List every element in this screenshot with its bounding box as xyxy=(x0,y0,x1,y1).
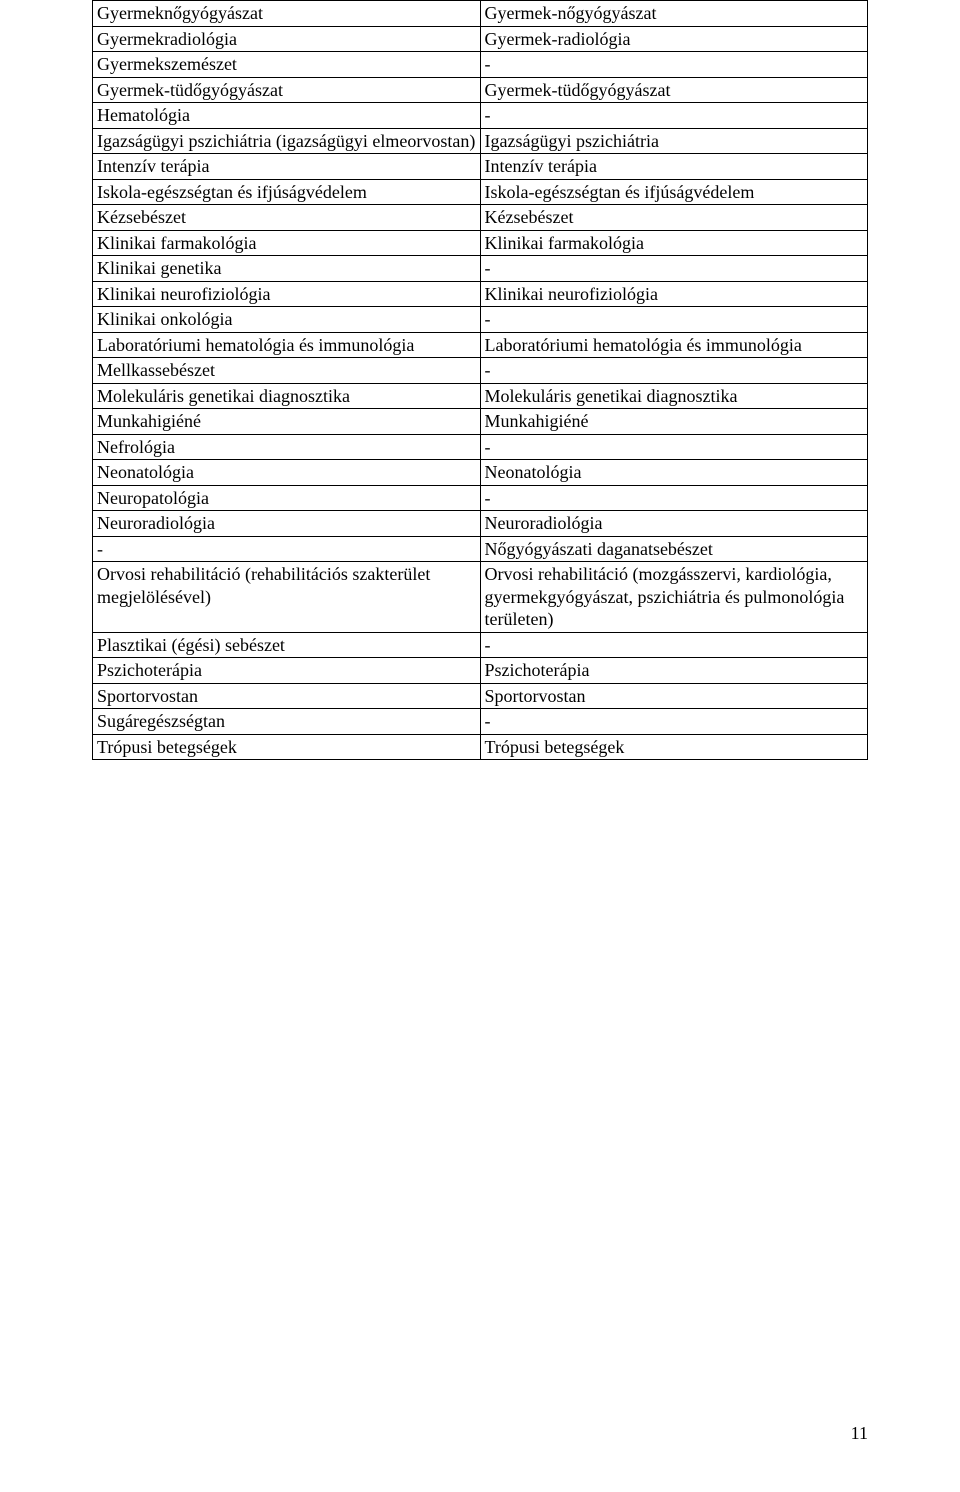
table-cell: Orvosi rehabilitáció (rehabilitációs sza… xyxy=(93,562,481,633)
table-cell: - xyxy=(480,52,868,78)
table-row: Hematológia- xyxy=(93,103,868,129)
table-cell: Gyermek-nőgyógyászat xyxy=(480,1,868,27)
table-cell: Molekuláris genetikai diagnosztika xyxy=(480,383,868,409)
table-row: Laboratóriumi hematológia és immunológia… xyxy=(93,332,868,358)
table-row: PszichoterápiaPszichoterápia xyxy=(93,658,868,684)
table-row: Sugáregészségtan- xyxy=(93,709,868,735)
table-row: Intenzív terápiaIntenzív terápia xyxy=(93,154,868,180)
table-cell: - xyxy=(480,103,868,129)
table-cell: Molekuláris genetikai diagnosztika xyxy=(93,383,481,409)
table-cell: Iskola-egészségtan és ifjúságvédelem xyxy=(480,179,868,205)
table-cell: Neuroradiológia xyxy=(480,511,868,537)
table-row: KézsebészetKézsebészet xyxy=(93,205,868,231)
table-cell: - xyxy=(480,434,868,460)
table-cell: Klinikai neurofiziológia xyxy=(480,281,868,307)
table-cell: Klinikai neurofiziológia xyxy=(93,281,481,307)
table-cell: - xyxy=(93,536,481,562)
table-row: -Nőgyógyászati daganatsebészet xyxy=(93,536,868,562)
table-cell: - xyxy=(480,256,868,282)
table-cell: - xyxy=(480,709,868,735)
table-cell: Klinikai onkológia xyxy=(93,307,481,333)
table-cell: Gyermeknőgyógyászat xyxy=(93,1,481,27)
table-row: Mellkassebészet- xyxy=(93,358,868,384)
table-row: Iskola-egészségtan és ifjúságvédelemIsko… xyxy=(93,179,868,205)
table-cell: Trópusi betegségek xyxy=(480,734,868,760)
comparison-table: GyermeknőgyógyászatGyermek-nőgyógyászatG… xyxy=(92,0,868,760)
table-row: GyermeknőgyógyászatGyermek-nőgyógyászat xyxy=(93,1,868,27)
table-row: Neuropatológia- xyxy=(93,485,868,511)
table-cell: - xyxy=(480,485,868,511)
table-cell: Gyermek-tüdőgyógyászat xyxy=(93,77,481,103)
table-cell: Orvosi rehabilitáció (mozgásszervi, kard… xyxy=(480,562,868,633)
table-cell: Neonatológia xyxy=(93,460,481,486)
table-row: Klinikai neurofiziológiaKlinikai neurofi… xyxy=(93,281,868,307)
table-cell: Klinikai farmakológia xyxy=(93,230,481,256)
page: GyermeknőgyógyászatGyermek-nőgyógyászatG… xyxy=(0,0,960,1492)
table-row: Orvosi rehabilitáció (rehabilitációs sza… xyxy=(93,562,868,633)
table-cell: Laboratóriumi hematológia és immunológia xyxy=(480,332,868,358)
table-row: GyermekradiológiaGyermek-radiológia xyxy=(93,26,868,52)
table-row: SportorvostanSportorvostan xyxy=(93,683,868,709)
table-cell: - xyxy=(480,358,868,384)
table-row: NeuroradiológiaNeuroradiológia xyxy=(93,511,868,537)
table-row: Gyermekszemészet- xyxy=(93,52,868,78)
table-row: Klinikai farmakológiaKlinikai farmakológ… xyxy=(93,230,868,256)
table-body: GyermeknőgyógyászatGyermek-nőgyógyászatG… xyxy=(93,1,868,760)
table-cell: - xyxy=(480,632,868,658)
table-row: Klinikai onkológia- xyxy=(93,307,868,333)
table-cell: Gyermek-radiológia xyxy=(480,26,868,52)
table-cell: Munkahigiéné xyxy=(480,409,868,435)
table-cell: Mellkassebészet xyxy=(93,358,481,384)
table-cell: Neuroradiológia xyxy=(93,511,481,537)
table-cell: - xyxy=(480,307,868,333)
table-cell: Klinikai farmakológia xyxy=(480,230,868,256)
table-cell: Gyermekszemészet xyxy=(93,52,481,78)
table-row: Klinikai genetika- xyxy=(93,256,868,282)
table-cell: Sportorvostan xyxy=(93,683,481,709)
table-cell: Igazságügyi pszichiátria (igazságügyi el… xyxy=(93,128,481,154)
table-cell: Klinikai genetika xyxy=(93,256,481,282)
table-cell: Intenzív terápia xyxy=(480,154,868,180)
table-cell: Intenzív terápia xyxy=(93,154,481,180)
table-cell: Trópusi betegségek xyxy=(93,734,481,760)
table-cell: Sugáregészségtan xyxy=(93,709,481,735)
table-row: Nefrológia- xyxy=(93,434,868,460)
table-cell: Kézsebészet xyxy=(480,205,868,231)
table-cell: Nőgyógyászati daganatsebészet xyxy=(480,536,868,562)
table-row: Trópusi betegségekTrópusi betegségek xyxy=(93,734,868,760)
table-cell: Gyermekradiológia xyxy=(93,26,481,52)
table-cell: Pszichoterápia xyxy=(93,658,481,684)
table-row: Plasztikai (égési) sebészet- xyxy=(93,632,868,658)
table-cell: Nefrológia xyxy=(93,434,481,460)
table-cell: Hematológia xyxy=(93,103,481,129)
table-cell: Sportorvostan xyxy=(480,683,868,709)
table-row: Molekuláris genetikai diagnosztikaMoleku… xyxy=(93,383,868,409)
table-cell: Pszichoterápia xyxy=(480,658,868,684)
table-cell: Neuropatológia xyxy=(93,485,481,511)
table-cell: Igazságügyi pszichiátria xyxy=(480,128,868,154)
table-row: NeonatológiaNeonatológia xyxy=(93,460,868,486)
table-row: Igazságügyi pszichiátria (igazságügyi el… xyxy=(93,128,868,154)
table-cell: Plasztikai (égési) sebészet xyxy=(93,632,481,658)
table-cell: Gyermek-tüdőgyógyászat xyxy=(480,77,868,103)
table-cell: Munkahigiéné xyxy=(93,409,481,435)
table-row: MunkahigiénéMunkahigiéné xyxy=(93,409,868,435)
page-number: 11 xyxy=(851,1423,868,1444)
table-cell: Kézsebészet xyxy=(93,205,481,231)
table-cell: Iskola-egészségtan és ifjúságvédelem xyxy=(93,179,481,205)
table-cell: Neonatológia xyxy=(480,460,868,486)
table-row: Gyermek-tüdőgyógyászatGyermek-tüdőgyógyá… xyxy=(93,77,868,103)
table-cell: Laboratóriumi hematológia és immunológia xyxy=(93,332,481,358)
